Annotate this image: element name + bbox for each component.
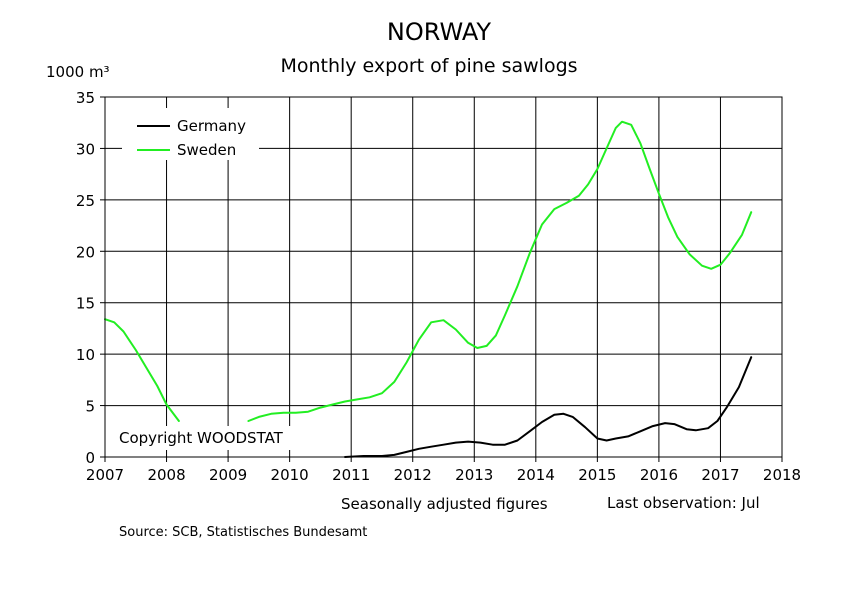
- x-tick-label: 2008: [147, 466, 185, 484]
- x-tick-label: 2010: [271, 466, 309, 484]
- y-tick-label: 20: [76, 243, 95, 261]
- legend-box: [122, 108, 259, 160]
- y-axis-unit-label: 1000 m³: [46, 63, 110, 81]
- chart-title: NORWAY: [386, 18, 492, 46]
- x-tick-label: 2016: [640, 466, 678, 484]
- source-note: Source: SCB, Statistisches Bundesamt: [119, 525, 368, 540]
- x-tick-label: 2013: [455, 466, 493, 484]
- x-tick-label: 2012: [394, 466, 432, 484]
- series-line-germany: [344, 356, 753, 458]
- legend: Germany Sweden: [122, 108, 259, 160]
- y-tick-label: 30: [76, 140, 95, 158]
- series-line-sweden: [247, 120, 753, 422]
- series-line-sweden: [104, 318, 180, 422]
- legend-label-sweden: Sweden: [177, 141, 236, 159]
- tick-labels: 2007 2008 2009 2010 2011 2012 2013 2014 2015 2016…: [76, 89, 801, 484]
- x-tick-label: 2018: [763, 466, 801, 484]
- x-tick-label: 2014: [517, 466, 555, 484]
- y-tick-label: 15: [76, 295, 95, 313]
- seasonal-adjustment-note: Seasonally adjusted figures: [341, 495, 548, 513]
- y-tick-label: 5: [85, 398, 95, 416]
- x-tick-label: 2009: [209, 466, 247, 484]
- plot-frame: [104, 96, 783, 458]
- x-tick-label: 2007: [86, 466, 124, 484]
- y-tick-label: 35: [76, 89, 95, 107]
- last-observation-note: Last observation: Jul: [607, 494, 760, 512]
- series-lines: [104, 120, 753, 458]
- x-tick-label: 2015: [578, 466, 616, 484]
- x-tick-label: 2011: [332, 466, 370, 484]
- y-tick-label: 0: [85, 449, 95, 467]
- chart-subtitle: Monthly export of pine sawlogs: [280, 55, 578, 77]
- copyright-text: Copyright WOODSTAT: [119, 429, 284, 447]
- copyright-background: [113, 426, 293, 450]
- x-tick-label: 2017: [701, 466, 739, 484]
- y-tick-label: 10: [76, 346, 95, 364]
- legend-label-germany: Germany: [177, 117, 246, 135]
- y-tick-label: 25: [76, 192, 95, 210]
